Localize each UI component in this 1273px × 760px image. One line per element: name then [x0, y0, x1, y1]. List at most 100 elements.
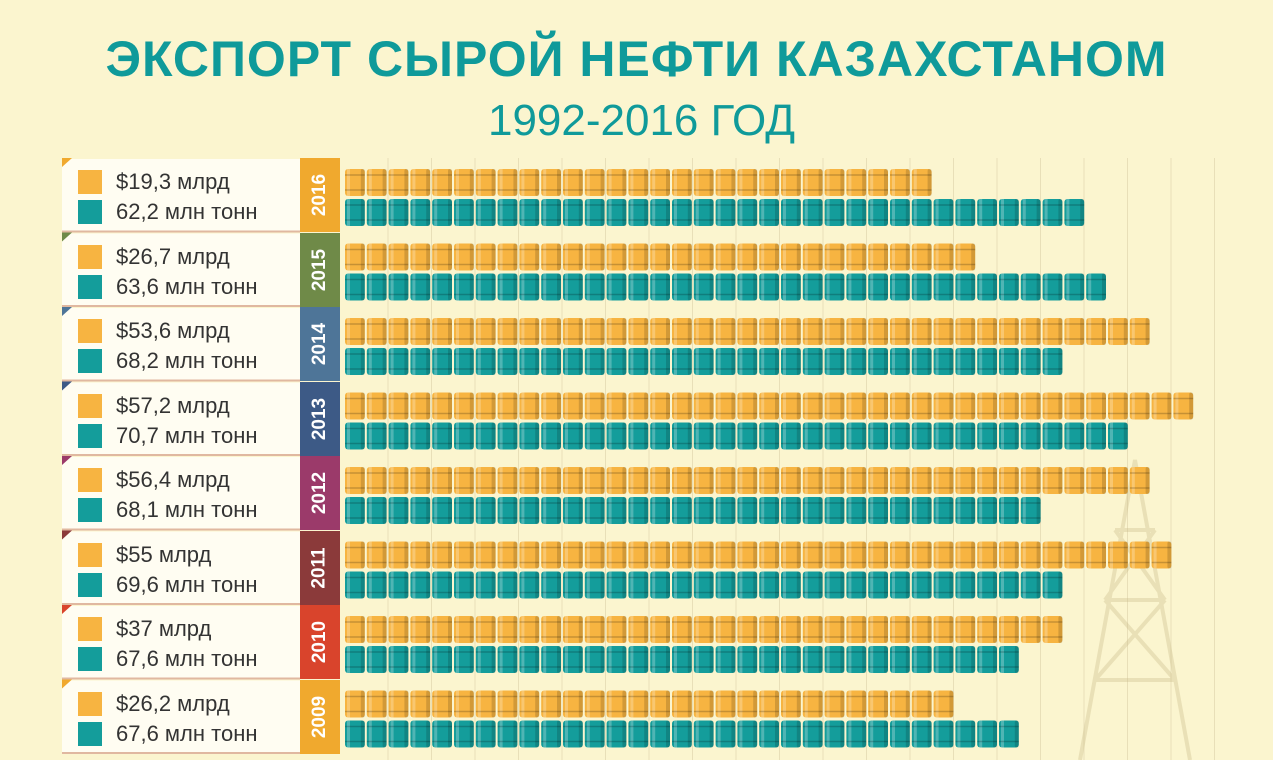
- volume-barrel: [1020, 348, 1041, 375]
- value-barrel: [693, 690, 714, 718]
- year-tab-2011: 2011: [300, 530, 340, 605]
- value-barrel: [388, 243, 409, 271]
- volume-barrel: [693, 646, 714, 673]
- value-barrel: [977, 318, 997, 345]
- volume-barrel: [519, 571, 540, 599]
- value-barrel: [345, 467, 365, 494]
- value-barrel: [650, 318, 670, 345]
- volume-barrel: [345, 199, 365, 226]
- volume-swatch: [78, 200, 102, 224]
- volume-barrel: [1086, 273, 1106, 301]
- value-barrel: [737, 616, 758, 643]
- value-barrel: [759, 243, 779, 271]
- value-barrel: [846, 318, 867, 345]
- volume-barrel: [388, 720, 409, 748]
- volume-barrel: [933, 497, 954, 524]
- value-barrel: [955, 243, 976, 271]
- volume-swatch: [78, 423, 102, 448]
- year-label: 2015: [309, 248, 330, 291]
- value-barrel: [606, 467, 627, 494]
- value-barrel: [911, 616, 932, 643]
- value-barrel: [1042, 541, 1063, 569]
- volume-label: 68,2 млн тонн: [116, 348, 258, 373]
- volume-barrel: [781, 720, 801, 748]
- value-barrel: [475, 541, 496, 569]
- volume-barrel: [911, 497, 932, 524]
- value-swatch: [78, 617, 102, 641]
- value-barrel: [345, 616, 365, 643]
- volume-barrel: [868, 199, 888, 226]
- value-barrel: [846, 690, 867, 718]
- value-barrel: [672, 690, 692, 718]
- value-barrel: [410, 243, 431, 271]
- value-barrel: [824, 318, 845, 345]
- volume-barrel: [388, 497, 409, 524]
- value-barrel: [410, 467, 431, 494]
- volume-barrel: [345, 720, 365, 748]
- value-barrel: [345, 541, 365, 569]
- volume-barrel: [606, 646, 627, 673]
- value-barrel: [1064, 318, 1085, 345]
- volume-barrel: [563, 571, 583, 599]
- volume-label: 62,2 млн тонн: [116, 199, 258, 224]
- volume-barrel: [410, 646, 431, 673]
- value-barrel: [715, 616, 736, 643]
- volume-barrel: [497, 199, 518, 226]
- volume-barrel: [890, 422, 910, 450]
- value-barrel: [584, 690, 605, 718]
- value-barrel: [672, 169, 692, 196]
- value-barrel: [759, 690, 779, 718]
- value-swatch: [78, 244, 102, 269]
- volume-barrel: [497, 571, 518, 599]
- volume-barrel: [693, 422, 714, 450]
- volume-barrel: [846, 199, 867, 226]
- value-barrel: [584, 467, 605, 494]
- value-barrel: [497, 541, 518, 569]
- value-barrel: [911, 243, 932, 271]
- volume-barrel: [366, 348, 387, 375]
- value-barrel: [366, 243, 387, 271]
- value-barrel: [759, 318, 779, 345]
- volume-barrel: [541, 273, 561, 301]
- value-barrel: [693, 616, 714, 643]
- volume-label: 67,6 млн тонн: [116, 646, 258, 671]
- value-barrel: [999, 467, 1019, 494]
- volume-barrel: [1042, 273, 1063, 301]
- volume-barrel: [955, 273, 976, 301]
- volume-barrel: [693, 348, 714, 375]
- value-barrel: [628, 690, 649, 718]
- volume-legend-line: 67,6 млн тонн: [78, 645, 258, 673]
- value-barrel: [519, 243, 540, 271]
- value-barrel: [563, 541, 583, 569]
- value-barrel: [737, 169, 758, 196]
- year-tab-2012: 2012: [300, 456, 340, 530]
- value-barrel: [868, 690, 888, 718]
- row-corner-mark: [62, 307, 72, 316]
- value-barrel: [802, 392, 823, 420]
- volume-barrel: [781, 199, 801, 226]
- value-barrel: [693, 243, 714, 271]
- value-barrel: [890, 392, 910, 420]
- value-barrel: [890, 243, 910, 271]
- volume-barrel: [715, 273, 736, 301]
- volume-barrel: [911, 720, 932, 748]
- value-legend-line: $26,2 млрд: [78, 690, 230, 718]
- value-barrel: [977, 541, 997, 569]
- value-barrel: [432, 690, 452, 718]
- value-barrel: [584, 392, 605, 420]
- value-barrel: [1020, 318, 1041, 345]
- value-barrel: [388, 541, 409, 569]
- value-barrel: [454, 169, 474, 196]
- volume-barrel: [715, 497, 736, 524]
- volume-barrel: [802, 422, 823, 450]
- volume-barrel: [650, 199, 670, 226]
- volume-barrel: [432, 348, 452, 375]
- value-barrel: [802, 690, 823, 718]
- volume-barrel: [432, 571, 452, 599]
- volume-barrel: [432, 422, 452, 450]
- volume-barrel: [628, 348, 649, 375]
- volume-barrel: [911, 422, 932, 450]
- value-barrel: [672, 541, 692, 569]
- volume-barrel: [541, 422, 561, 450]
- value-barrel: [1042, 467, 1063, 494]
